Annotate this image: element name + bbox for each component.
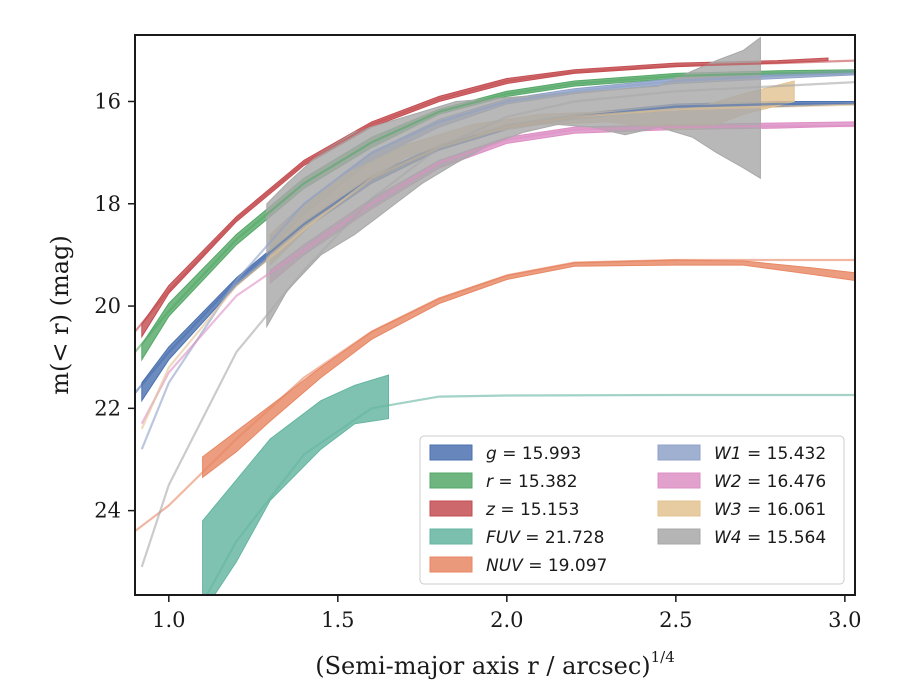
legend-label-z: z = 15.153 xyxy=(485,500,579,520)
legend-entries: g = 15.993 r = 15.382 z = 15.153 FUV = 21.7… xyxy=(429,444,826,576)
legend-swatch-w3 xyxy=(657,500,701,517)
legend-swatch-w4 xyxy=(657,528,701,545)
y-tick-label: 20 xyxy=(94,294,121,318)
legend-swatch-w1 xyxy=(657,444,701,461)
legend-swatch-g xyxy=(429,444,473,461)
model-line-w4 xyxy=(140,81,855,568)
legend-box xyxy=(419,435,845,585)
x-tick-label: 2.0 xyxy=(490,608,523,632)
legend-label-w1: W1 = 15.432 xyxy=(714,444,826,464)
legend-label-fuv: FUV = 21.728 xyxy=(486,528,604,548)
model-line-r xyxy=(135,70,855,353)
y-tick-label: 18 xyxy=(94,192,121,216)
model-line-z xyxy=(135,59,855,333)
legend-swatch-r xyxy=(429,472,473,489)
legend-label-r: r = 15.382 xyxy=(486,472,578,492)
legend-label-w4: W4 = 15.564 xyxy=(714,528,826,548)
model-line-nuv xyxy=(135,258,855,532)
y-axis: 16 18 20 22 24 xyxy=(94,89,135,523)
x-tick-label: 3.0 xyxy=(828,608,861,632)
x-tick-label: 1.5 xyxy=(321,608,354,632)
legend-swatch-w2 xyxy=(657,472,701,489)
x-axis: 1.0 1.5 2.0 2.5 3.0 xyxy=(152,595,862,632)
x-tick-label: 1.0 xyxy=(152,608,185,632)
y-tick-label: 22 xyxy=(94,396,121,420)
legend-label-w3: W3 = 16.061 xyxy=(714,500,826,520)
x-tick-label: 2.5 xyxy=(659,608,692,632)
model-line-fuv xyxy=(205,393,855,595)
x-axis-title: (Semi-major axis r / arcsec)1/4 xyxy=(315,648,675,680)
legend: g = 15.993 r = 15.382 z = 15.153 FUV = 21.7… xyxy=(419,435,845,585)
y-tick-label: 16 xyxy=(94,89,121,113)
legend-label-g: g = 15.993 xyxy=(486,444,581,464)
legend-label-w2: W2 = 16.476 xyxy=(714,472,826,492)
model-lines xyxy=(135,59,855,595)
model-line-w1 xyxy=(140,72,855,450)
plot-frame xyxy=(134,34,856,596)
legend-label-nuv: NUV = 19.097 xyxy=(486,556,607,576)
model-line-w2 xyxy=(140,124,855,425)
y-tick-label: 24 xyxy=(94,499,121,523)
legend-swatch-z xyxy=(429,500,473,517)
legend-swatch-fuv xyxy=(429,528,473,545)
legend-swatch-nuv xyxy=(429,556,473,573)
y-axis-title: m(< r) (mag) xyxy=(46,235,74,394)
band-fuv xyxy=(202,374,389,595)
